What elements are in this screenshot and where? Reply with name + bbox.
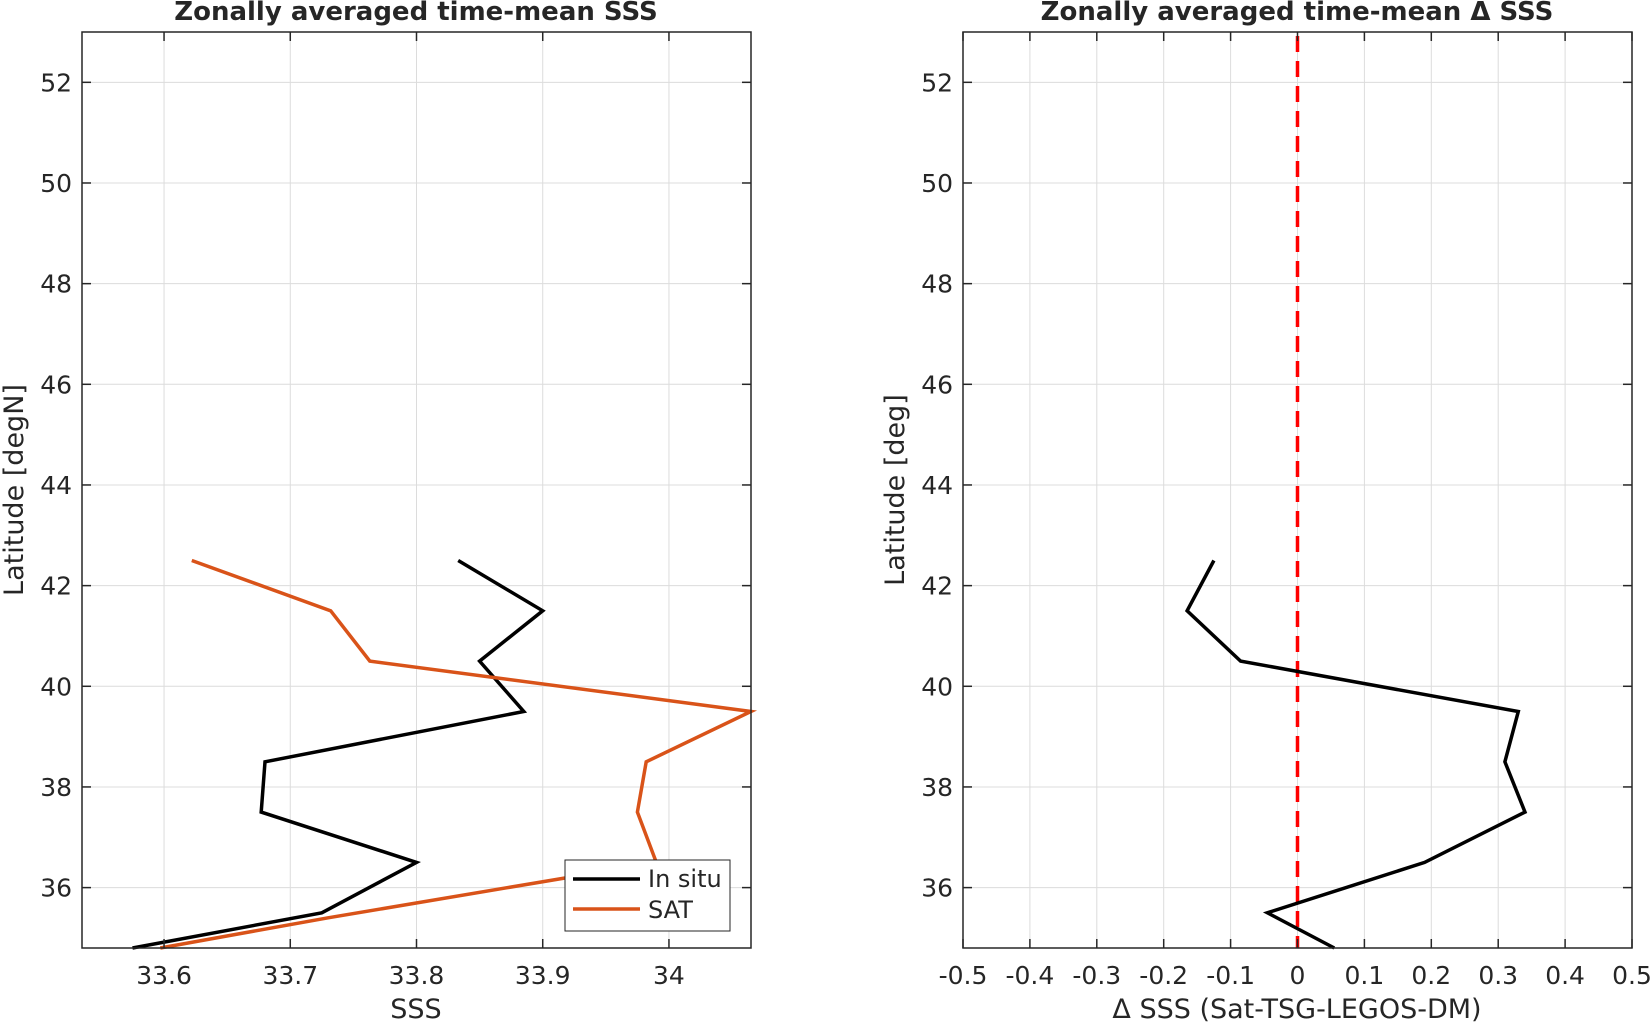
y-tick-label: 50 — [40, 169, 72, 198]
series-lines — [1184, 559, 1528, 950]
chart-title: Zonally averaged time-mean SSS — [174, 0, 658, 27]
grid-lines — [82, 32, 751, 948]
series-line-0 — [1184, 559, 1528, 950]
y-tick-label: 52 — [40, 68, 72, 97]
y-tick-label: 40 — [921, 672, 953, 701]
y-tick-label: 38 — [40, 773, 72, 802]
tick-marks — [962, 32, 1633, 948]
tick-labels: -0.5 -0.4 -0.3 -0.2 -0.1 0 0.1 0.2 0.3 0.4 0.5 36 38… — [921, 68, 1651, 990]
legend: In situ SAT — [564, 859, 731, 932]
y-tick-label: 44 — [40, 471, 72, 500]
x-tick-label: 0.2 — [1411, 961, 1451, 990]
legend-label-sat: SAT — [648, 896, 693, 924]
y-tick-label: 36 — [40, 874, 72, 903]
series-line-1 — [159, 558, 758, 950]
x-axis-label: SSS — [390, 994, 441, 1025]
x-tick-label: -0.4 — [1006, 961, 1055, 990]
x-tick-label: 0 — [1290, 961, 1306, 990]
legend-label-in-situ: In situ — [648, 865, 722, 893]
x-tick-label: 34 — [653, 961, 685, 990]
x-tick-label: -0.5 — [939, 961, 988, 990]
y-tick-label: 48 — [40, 270, 72, 299]
x-axis-label: Δ SSS (Sat-TSG-LEGOS-DM) — [1112, 994, 1481, 1025]
series-lines — [132, 558, 758, 950]
x-tick-label: 33.6 — [136, 961, 192, 990]
chart-title: Zonally averaged time-mean Δ SSS — [1041, 0, 1554, 27]
x-tick-label: 33.8 — [389, 961, 445, 990]
x-tick-label: 0.1 — [1345, 961, 1385, 990]
y-axis-label: Latitude [deg] — [880, 394, 911, 586]
x-tick-label: -0.1 — [1206, 961, 1255, 990]
y-tick-label: 36 — [921, 874, 953, 903]
x-tick-label: -0.2 — [1139, 961, 1188, 990]
left-panel-sss: 33.6 33.7 33.8 33.9 34 36 38 40 42 44 46 48 50 52 Zon… — [0, 0, 758, 1025]
x-tick-label: 33.7 — [262, 961, 318, 990]
y-tick-label: 48 — [921, 270, 953, 299]
y-tick-label: 46 — [40, 370, 72, 399]
y-axis-label: Latitude [degN] — [0, 384, 30, 596]
y-tick-label: 38 — [921, 773, 953, 802]
tick-labels: 33.6 33.7 33.8 33.9 34 36 38 40 42 44 46 48 50 52 — [40, 68, 685, 990]
y-tick-label: 42 — [40, 572, 72, 601]
legend-box — [564, 859, 731, 932]
x-tick-label: 0.5 — [1612, 961, 1651, 990]
right-panel-delta-sss: -0.5 -0.4 -0.3 -0.2 -0.1 0 0.1 0.2 0.3 0.4 0.5 36 38… — [880, 0, 1651, 1025]
y-tick-label: 52 — [921, 68, 953, 97]
y-tick-label: 50 — [921, 169, 953, 198]
y-tick-label: 42 — [921, 572, 953, 601]
y-tick-label: 46 — [921, 370, 953, 399]
x-tick-label: 0.4 — [1545, 961, 1585, 990]
x-tick-label: 0.3 — [1478, 961, 1518, 990]
y-tick-label: 40 — [40, 672, 72, 701]
y-tick-label: 44 — [921, 471, 953, 500]
tick-marks — [82, 32, 751, 948]
x-tick-label: -0.3 — [1072, 961, 1121, 990]
x-tick-label: 33.9 — [515, 961, 571, 990]
series-line-0 — [132, 558, 546, 950]
